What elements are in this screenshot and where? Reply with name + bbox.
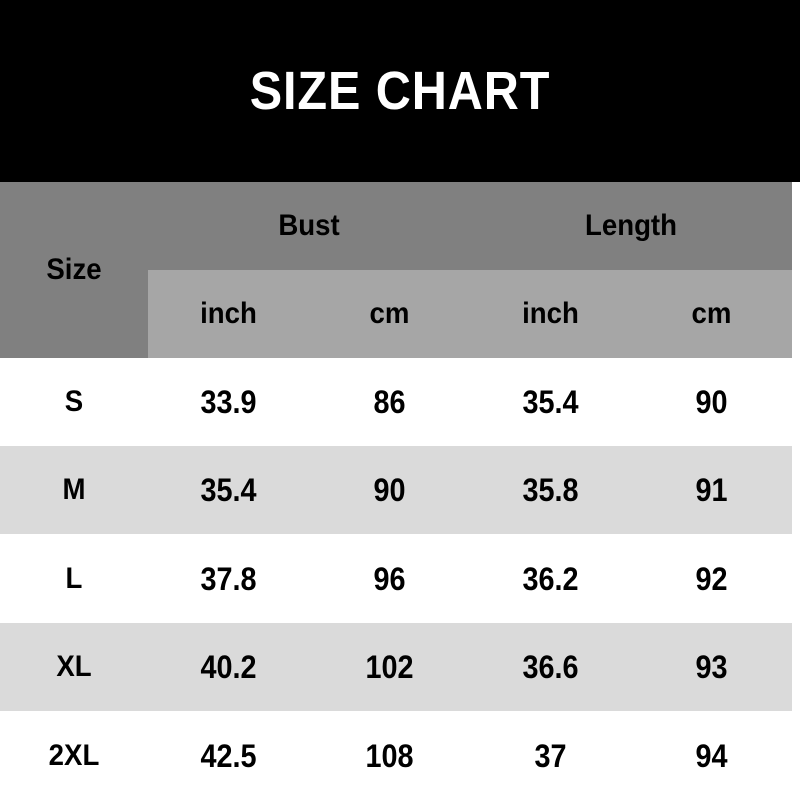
header-unit-length-cm: cm [691, 297, 732, 330]
cell-size: XL [56, 650, 92, 683]
cell-length-cm: 92 [695, 560, 728, 597]
cell-size: M [62, 473, 86, 506]
cell-bust-inch: 35.4 [200, 471, 257, 508]
cell-size: 2XL [48, 739, 100, 772]
cell-bust-cm: 86 [373, 383, 406, 420]
table-row: L 37.8 96 36.2 92 [0, 535, 792, 623]
cell-length-inch: 37 [534, 737, 567, 774]
header-group-length: Length [585, 209, 677, 242]
cell-size: L [65, 562, 83, 595]
table-row: 2XL 42.5 108 37 94 [0, 712, 792, 800]
header-cell-size: Size [46, 253, 102, 286]
cell-bust-inch: 33.9 [200, 383, 257, 420]
header-unit-bust-cm: cm [369, 297, 410, 330]
table-subheader-band [148, 270, 792, 358]
cell-length-cm: 93 [695, 648, 728, 685]
cell-length-inch: 36.2 [522, 560, 579, 597]
cell-length-cm: 91 [695, 471, 728, 508]
page-title: SIZE CHART [249, 61, 551, 121]
cell-length-inch: 35.8 [522, 471, 579, 508]
cell-bust-cm: 108 [365, 737, 414, 774]
header-group-bust: Bust [278, 209, 340, 242]
cell-bust-cm: 96 [373, 560, 406, 597]
cell-size: S [64, 385, 84, 418]
size-table: Size Bust Length inch cm inch cm S 33.9 … [0, 182, 792, 800]
cell-length-cm: 90 [695, 383, 728, 420]
header-unit-row: inch cm inch cm [148, 270, 792, 358]
cell-bust-cm: 102 [365, 648, 414, 685]
cell-length-cm: 94 [695, 737, 728, 774]
table-row: XL 40.2 102 36.6 93 [0, 623, 792, 711]
table-row: M 35.4 90 35.8 91 [0, 446, 792, 534]
header-group-row: Bust Length [148, 182, 792, 270]
table-row: S 33.9 86 35.4 90 [0, 358, 792, 446]
cell-bust-cm: 90 [373, 471, 406, 508]
cell-bust-inch: 37.8 [200, 560, 257, 597]
title-banner: SIZE CHART [0, 0, 800, 182]
cell-length-inch: 35.4 [522, 383, 579, 420]
table-body: S 33.9 86 35.4 90 M 35.4 90 35.8 91 L 37… [0, 358, 792, 800]
header-unit-bust-inch: inch [200, 297, 257, 330]
header-unit-length-inch: inch [522, 297, 579, 330]
cell-bust-inch: 40.2 [200, 648, 257, 685]
cell-length-inch: 36.6 [522, 648, 579, 685]
cell-bust-inch: 42.5 [200, 737, 257, 774]
